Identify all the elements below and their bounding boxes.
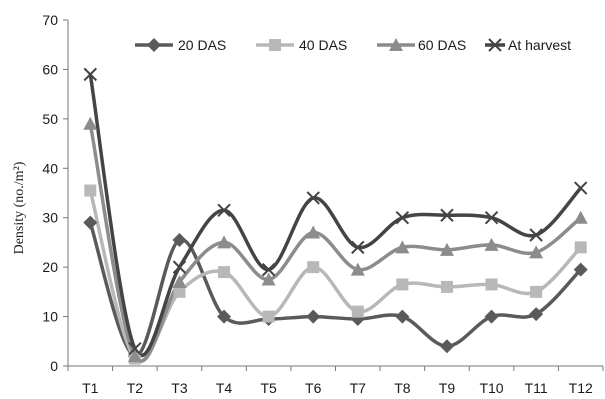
legend-marker <box>488 38 502 52</box>
x-tick-label: T11 <box>525 380 548 396</box>
y-tick-label: 40 <box>42 160 58 176</box>
data-point-20-das <box>573 262 588 277</box>
x-tick-label: T12 <box>569 380 593 396</box>
data-point-at-harvest <box>128 341 142 356</box>
data-point-at-harvest <box>261 262 276 277</box>
data-point-60-das <box>573 210 588 224</box>
x-tick-label: T3 <box>171 380 188 396</box>
data-point-at-harvest <box>440 208 454 222</box>
y-tick-label: 20 <box>42 259 58 275</box>
data-point-20-das <box>172 232 187 247</box>
data-point-20-das <box>306 309 321 324</box>
data-point-at-harvest <box>395 211 410 225</box>
data-point-40-das <box>173 285 186 298</box>
data-point-40-das <box>218 266 231 279</box>
data-point-at-harvest <box>83 67 97 82</box>
series-line-60-das <box>88 123 582 363</box>
y-axis-title: Density (no./m²) <box>12 161 27 254</box>
data-point-at-harvest <box>529 228 543 242</box>
data-point-60-das <box>306 225 321 239</box>
data-point-20-das <box>83 215 98 230</box>
data-point-at-harvest <box>484 211 499 225</box>
x-tick-label: T2 <box>127 380 144 396</box>
data-point-20-das <box>217 309 232 324</box>
x-tick-label: T5 <box>260 380 277 396</box>
data-point-60-das <box>350 262 365 276</box>
data-point-60-das <box>217 235 232 249</box>
data-point-60-das <box>484 237 499 251</box>
legend-item-40-das: 40 DAS <box>256 37 347 53</box>
data-point-40-das <box>485 278 498 291</box>
data-point-40-das <box>530 285 543 298</box>
data-point-at-harvest <box>172 260 187 274</box>
data-point-at-harvest <box>574 181 588 195</box>
data-point-60-das <box>395 240 410 254</box>
legend-item-at-harvest: At harvest <box>485 37 571 53</box>
legend-marker <box>389 38 403 51</box>
legend-item-20-das: 20 DAS <box>135 37 226 53</box>
data-point-40-das <box>396 278 409 291</box>
y-tick-label: 0 <box>50 358 58 374</box>
legend-label: 40 DAS <box>299 37 347 53</box>
data-point-40-das <box>574 241 587 254</box>
data-point-60-das <box>529 245 544 259</box>
x-tick-label: T7 <box>350 380 367 396</box>
legend-label: 60 DAS <box>418 37 466 53</box>
data-point-60-das <box>83 116 98 130</box>
data-point-40-das <box>351 305 364 318</box>
data-point-60-das <box>261 272 276 286</box>
data-point-60-das <box>439 242 454 256</box>
x-tick-label: T1 <box>82 380 99 396</box>
data-point-20-das <box>439 339 454 354</box>
x-tick-label: T4 <box>216 380 233 396</box>
data-point-60-das <box>172 274 187 288</box>
data-point-60-das <box>127 349 142 363</box>
data-point-40-das <box>262 310 275 323</box>
y-tick-label: 50 <box>42 111 58 127</box>
legend-item-60-das: 60 DAS <box>377 37 466 53</box>
y-tick-label: 70 <box>42 12 58 28</box>
data-point-40-das <box>440 280 453 293</box>
y-tick-label: 30 <box>42 210 58 226</box>
data-point-40-das <box>84 184 97 197</box>
y-tick-label: 10 <box>42 309 58 325</box>
data-point-20-das <box>529 307 544 322</box>
data-point-at-harvest <box>351 240 365 255</box>
x-tick-label: T6 <box>305 380 322 396</box>
legend-marker <box>147 38 161 52</box>
data-point-20-das <box>484 309 499 324</box>
legend-marker <box>269 39 281 51</box>
legend-label: At harvest <box>508 37 571 53</box>
data-point-at-harvest <box>217 203 231 218</box>
x-tick-label: T8 <box>394 380 411 396</box>
data-point-at-harvest <box>306 191 320 205</box>
legend-label: 20 DAS <box>178 37 226 53</box>
x-tick-label: T10 <box>479 380 503 396</box>
x-tick-label: T9 <box>439 380 456 396</box>
data-point-40-das <box>307 261 320 274</box>
series-line-at-harvest <box>88 74 583 358</box>
data-point-20-das <box>395 309 410 324</box>
y-tick-label: 60 <box>42 61 58 77</box>
